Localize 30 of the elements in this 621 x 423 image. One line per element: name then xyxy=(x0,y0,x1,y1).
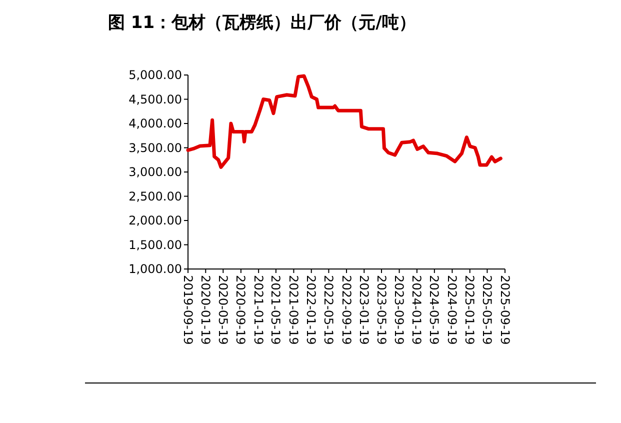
x-tick-label: 2024-05-19 xyxy=(427,275,442,345)
x-tick-label: 2021-09-19 xyxy=(286,275,301,345)
x-tick-label: 2022-09-19 xyxy=(339,275,354,345)
x-tick-label: 2020-01-19 xyxy=(198,275,212,345)
y-tick-label: 1,500.00 xyxy=(128,238,182,252)
x-tick-label: 2023-09-19 xyxy=(392,275,406,345)
x-tick-label: 2019-09-19 xyxy=(180,275,195,345)
chart-title: 图 11：包材（瓦楞纸）出厂价（元/吨） xyxy=(108,13,416,33)
y-tick-label: 2,000.00 xyxy=(128,214,182,228)
x-tick-label: 2021-01-19 xyxy=(251,275,266,345)
x-tick-label: 2025-09-19 xyxy=(498,275,512,345)
line-series xyxy=(186,74,502,169)
y-tick-label: 5,000.00 xyxy=(128,68,182,82)
y-tick-label: 4,000.00 xyxy=(128,116,182,131)
x-tick-label: 2025-05-19 xyxy=(480,275,494,345)
y-tick-label: 3,000.00 xyxy=(128,165,182,180)
y-tick-label: 1,000.00 xyxy=(128,262,182,276)
x-tick-label: 2022-05-19 xyxy=(322,275,336,345)
x-tick-label: 2025-01-19 xyxy=(462,275,477,345)
x-tick-label: 2022-01-19 xyxy=(304,275,318,345)
x-tick-label: 2023-01-19 xyxy=(356,275,371,345)
x-tick-label: 2024-01-19 xyxy=(410,275,424,345)
x-tick-label: 2024-09-19 xyxy=(445,275,460,345)
y-tick-label: 4,500.00 xyxy=(128,92,182,106)
x-tick-label: 2021-05-19 xyxy=(268,275,283,345)
y-tick-label: 2,500.00 xyxy=(128,189,182,204)
y-tick-label: 3,500.00 xyxy=(128,140,182,155)
x-tick-label: 2020-09-19 xyxy=(234,275,248,345)
x-tick-label: 2023-05-19 xyxy=(374,275,388,345)
x-tick-label: 2020-05-19 xyxy=(216,275,230,345)
